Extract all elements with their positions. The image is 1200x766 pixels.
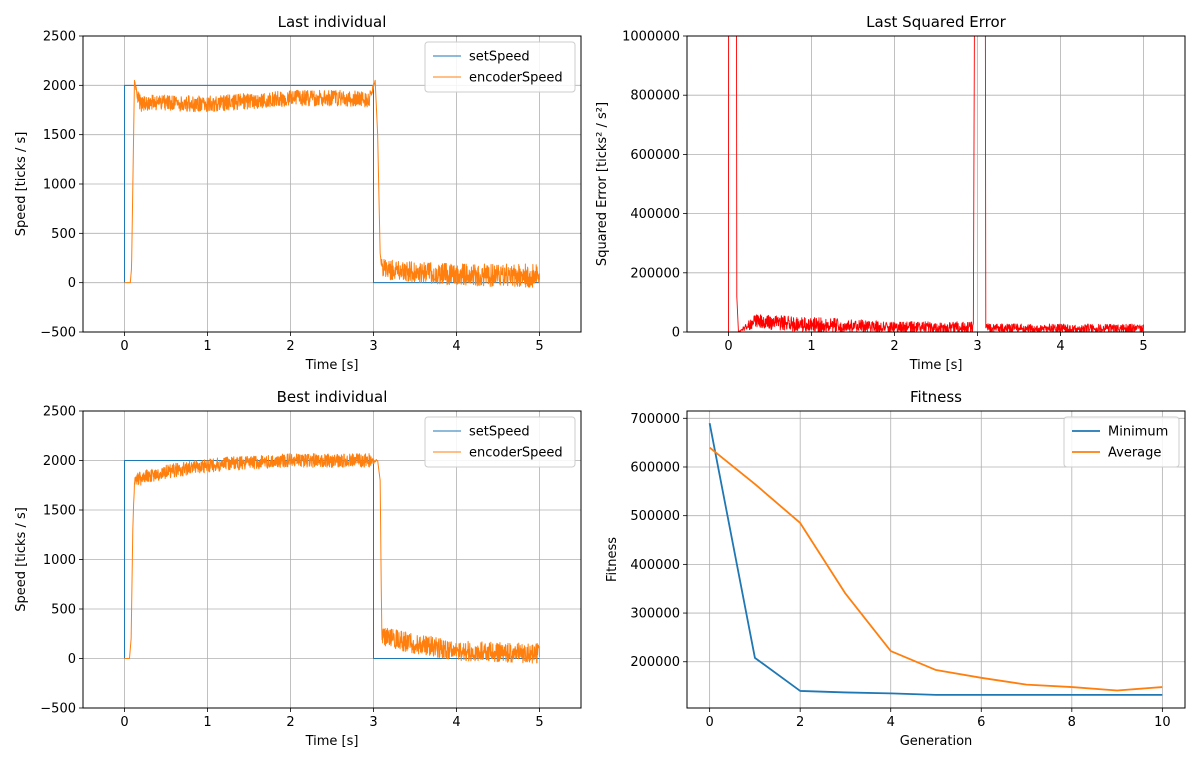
- legend-label: setSpeed: [469, 425, 530, 440]
- y-tick-label: 300000: [630, 607, 680, 622]
- y-tick-label: 800000: [630, 89, 680, 104]
- axes-frame: [686, 410, 1186, 709]
- x-tick-label: 1: [203, 339, 211, 354]
- legend-label: setSpeed: [469, 50, 530, 65]
- chart-last_individual: 0 1 2 3 4 5 −500 0 500 1000 1500 2000 2500 Last indiv…: [14, 13, 582, 373]
- y-tick-label: 400000: [630, 558, 680, 573]
- y-tick-label: −500: [40, 702, 76, 717]
- y-tick-label: −500: [40, 326, 76, 341]
- x-tick-label: 3: [369, 339, 377, 354]
- legend-label: Average: [1108, 446, 1161, 461]
- chart-title: Fitness: [910, 388, 962, 406]
- y-axis-label: Speed [ticks / s]: [14, 507, 29, 612]
- x-tick-label: 0: [120, 339, 128, 354]
- y-tick-label: 600000: [630, 460, 680, 475]
- x-tick-label: 3: [973, 339, 981, 354]
- series-group: [728, 36, 1144, 332]
- grid-lines: [687, 411, 1185, 708]
- x-tick-label: 5: [535, 339, 543, 354]
- y-tick-label: 700000: [630, 412, 680, 427]
- legend-label: Minimum: [1108, 425, 1168, 440]
- y-tick-label: 2000: [43, 79, 76, 94]
- x-tick-label: 4: [1056, 339, 1064, 354]
- x-tick-label: 4: [887, 715, 895, 730]
- x-axis-label: Time [s]: [305, 734, 359, 749]
- legend-label: encoderSpeed: [469, 446, 563, 461]
- axes-frame: [686, 35, 1186, 333]
- legend: setSpeed encoderSpeed: [424, 416, 576, 468]
- y-tick-label: 500: [51, 603, 76, 618]
- y-axis-label: Speed [ticks / s]: [14, 132, 29, 237]
- legend-box: [424, 41, 576, 93]
- series-line-encoderSpeed: [124, 79, 540, 288]
- x-tick-label: 0: [120, 715, 128, 730]
- x-tick-label: 6: [977, 715, 985, 730]
- x-tick-label: 3: [369, 715, 377, 730]
- x-tick-label: 8: [1068, 715, 1076, 730]
- series-line-squaredError: [728, 36, 1144, 332]
- x-axis-label: Generation: [900, 734, 973, 749]
- y-tick-label: 2500: [43, 30, 76, 45]
- x-axis-label: Time [s]: [305, 358, 359, 373]
- legend-box: [424, 416, 576, 468]
- x-tick-label: 0: [705, 715, 713, 730]
- series-group: [708, 422, 1163, 696]
- x-tick-label: 2: [796, 715, 804, 730]
- y-tick-label: 400000: [630, 207, 680, 222]
- x-tick-label: 1: [203, 715, 211, 730]
- x-axis-label: Time [s]: [909, 358, 963, 373]
- x-tick-label: 1: [807, 339, 815, 354]
- x-tick-label: 2: [890, 339, 898, 354]
- y-tick-label: 2000: [43, 454, 76, 469]
- series-line-Average: [709, 446, 1163, 692]
- x-tick-label: 2: [286, 339, 294, 354]
- x-tick-label: 0: [724, 339, 732, 354]
- series-line-encoderSpeed: [124, 453, 540, 664]
- y-tick-label: 0: [68, 276, 76, 291]
- y-tick-label: 1500: [43, 128, 76, 143]
- y-tick-label: 200000: [630, 266, 680, 281]
- y-tick-label: 500000: [630, 509, 680, 524]
- y-axis-label: Squared Error [ticks² / s²]: [595, 102, 610, 266]
- chart-fitness: 0 2 4 6 8 10 200000 300000 400000 500000 600000 700…: [605, 388, 1186, 749]
- chart-best_individual: 0 1 2 3 4 5 −500 0 500 1000 1500 2000 2500 Best indiv…: [14, 388, 582, 749]
- y-tick-label: 500: [51, 227, 76, 242]
- x-tick-label: 5: [535, 715, 543, 730]
- y-tick-label: 1500: [43, 504, 76, 519]
- series-group: [124, 79, 540, 288]
- y-tick-label: 600000: [630, 148, 680, 163]
- y-tick-label: 1000: [43, 178, 76, 193]
- x-tick-label: 4: [452, 339, 460, 354]
- chart-title: Best individual: [277, 388, 388, 406]
- y-tick-label: 2500: [43, 405, 76, 420]
- legend-label: encoderSpeed: [469, 71, 563, 86]
- y-tick-label: 1000000: [622, 30, 680, 45]
- y-axis-label: Fitness: [605, 537, 620, 582]
- y-tick-label: 0: [672, 326, 680, 341]
- series-line-Minimum: [708, 422, 1163, 696]
- grid-lines: [687, 35, 1185, 333]
- chart-title: Last Squared Error: [866, 13, 1007, 31]
- y-tick-label: 1000: [43, 553, 76, 568]
- series-group: [124, 453, 540, 664]
- x-tick-label: 4: [452, 715, 460, 730]
- y-tick-label: 0: [68, 652, 76, 667]
- x-tick-label: 10: [1154, 715, 1171, 730]
- legend: setSpeed encoderSpeed: [424, 41, 576, 93]
- legend: Minimum Average: [1063, 416, 1180, 468]
- chart-last_squared_error: 0 1 2 3 4 5 0 200000 400000 600000 800000 1000000 La…: [595, 13, 1186, 373]
- x-tick-label: 5: [1139, 339, 1147, 354]
- chart-title: Last individual: [278, 13, 387, 31]
- y-tick-label: 200000: [630, 655, 680, 670]
- legend-box: [1063, 416, 1180, 468]
- x-tick-label: 2: [286, 715, 294, 730]
